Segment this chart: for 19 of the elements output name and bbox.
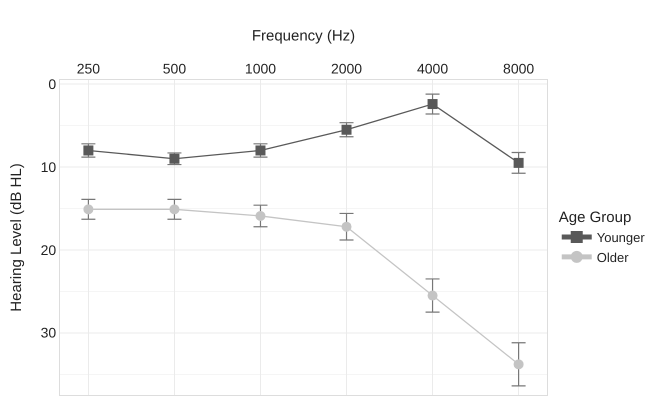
legend-title: Age Group bbox=[558, 209, 632, 226]
point bbox=[255, 210, 266, 221]
y-axis-title: Hearing Level (dB HL) bbox=[8, 163, 25, 312]
point bbox=[428, 290, 438, 301]
y-tick-label: 0 bbox=[48, 76, 56, 92]
x-tick-label: 8000 bbox=[503, 60, 534, 76]
x-tick-label: 2000 bbox=[330, 60, 362, 76]
point bbox=[514, 359, 524, 370]
y-tick-label: 10 bbox=[40, 158, 56, 175]
x-tick-label: 1000 bbox=[244, 60, 276, 76]
point bbox=[342, 222, 352, 232]
legend-label: Younger bbox=[596, 230, 646, 246]
legend-label: Older bbox=[596, 250, 630, 265]
x-tick-label: 500 bbox=[162, 60, 186, 76]
y-tick-label: 30 bbox=[40, 324, 56, 341]
x-axis-title: Frequency (Hz) bbox=[252, 28, 356, 45]
x-tick-label: 250 bbox=[76, 60, 100, 76]
x-tick-label: 4000 bbox=[416, 60, 448, 76]
y-tick-label: 20 bbox=[40, 242, 56, 258]
